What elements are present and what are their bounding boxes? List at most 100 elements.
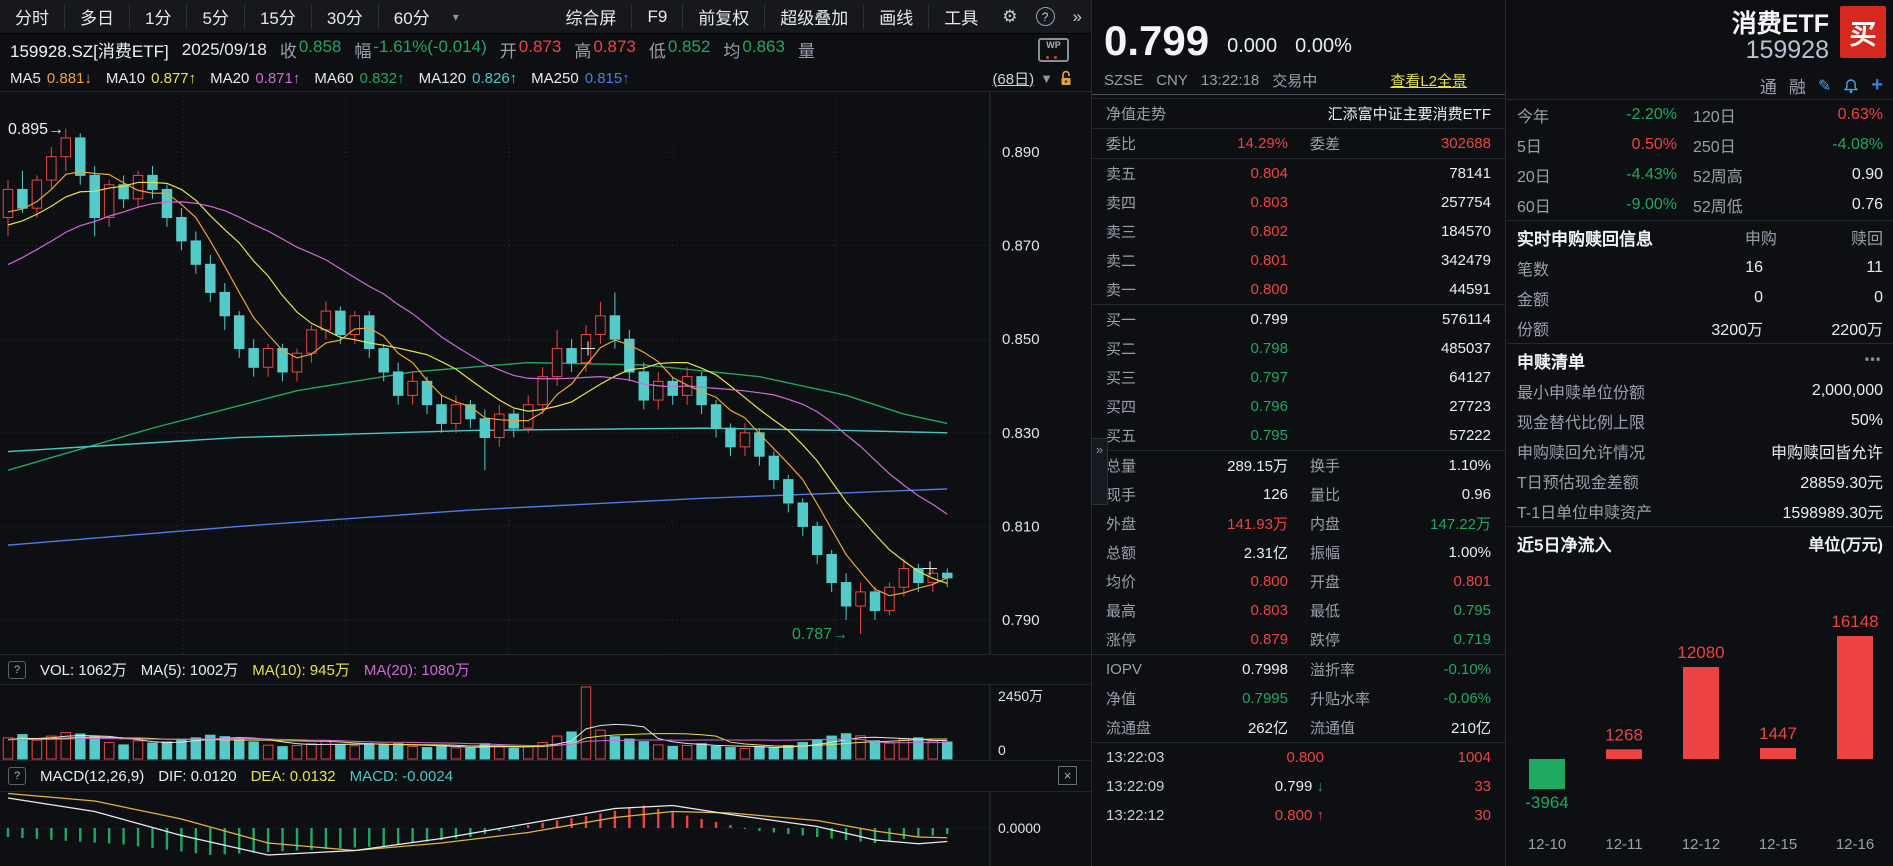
candle-body [609,315,621,340]
more-icon[interactable]: ⋯ [1864,350,1883,369]
more-menu-icon[interactable]: » [1072,6,1082,26]
wp-label: WP [1046,39,1061,50]
gear-icon[interactable]: ⚙ [1002,6,1018,26]
close-icon[interactable]: × [1058,766,1077,785]
stat-label: 外盘 [1106,516,1137,533]
unlock-icon[interactable] [1059,70,1073,86]
order-book-row[interactable]: 卖二 0.801 342479 [1092,246,1505,275]
order-book-row[interactable]: 买一 0.799 576114 [1092,305,1505,334]
wp-monitor-icon[interactable]: WP [1038,37,1069,62]
menu-item[interactable]: 综合屏 [565,9,617,28]
volume-bar [233,738,245,760]
period-tab[interactable]: 分时 [15,9,49,28]
candle-body [465,404,476,420]
l2-view-link[interactable]: 查看L2全景 [1390,72,1467,90]
volume-bar [349,745,361,760]
period-tab[interactable]: 多日 [80,9,114,28]
macd-hist-bar [917,828,920,837]
volume-bar [508,747,519,760]
period-tab[interactable]: 30分 [326,9,363,28]
volume-bar [696,743,707,760]
help-icon[interactable]: ? [1027,0,1064,33]
indicator-help-icon[interactable]: ? [8,660,26,679]
menu-item[interactable]: F9 [647,6,668,26]
macd-hist-bar [657,808,660,828]
exchange-label: SZSE [1104,71,1144,89]
macd-hist-bar [628,808,631,828]
order-book-row[interactable]: 卖四 0.803 257754 [1092,188,1505,217]
stat-value: 0.803 [1250,602,1288,619]
add-icon[interactable]: + [1871,74,1883,96]
valuation-row: 净值 0.7995 升贴水率 -0.06% [1092,684,1505,713]
period-tab[interactable]: 5分 [202,9,229,28]
ohlc-field: 开 0.873 [500,37,562,62]
order-book-row[interactable]: 卖三 0.802 184570 [1092,217,1505,246]
period-tab[interactable]: 1分 [145,9,172,28]
menu-item[interactable]: 画线 [879,9,914,28]
chevron-down-icon[interactable]: ▼ [1040,70,1053,86]
order-price: 0.802 [1250,223,1288,240]
ohlc-field: 幅 -1.61%(-0.014) [354,37,486,62]
more-periods-dropdown-icon[interactable]: ▾ [452,9,459,24]
ma-label: MA250 [531,69,579,87]
order-book-row[interactable]: 卖一 0.800 44591 [1092,275,1505,305]
visible-period-label[interactable]: (68日) [992,70,1035,88]
bell-icon[interactable] [1843,78,1859,94]
macd-hist-bar [50,828,53,840]
stat-row: 涨停 0.879 跌停 0.719 [1092,625,1505,655]
volume-bar [811,739,823,760]
field-label: 幅 [354,42,372,61]
vol-axis-max: 2450万 [998,688,1043,704]
volume-chart[interactable]: 2450万 0 [0,685,1092,760]
order-book-row[interactable]: 买三 0.797 64127 [1092,363,1505,392]
flow-section-header: 近5日净流入 单位(万元) [1507,526,1893,559]
stat-value: 141.93万 [1227,516,1288,533]
order-level-label: 卖五 [1106,166,1137,183]
menu-item[interactable]: 工具 [944,9,979,28]
period-tab[interactable]: 60分 [393,9,430,28]
volume-bar [667,745,678,760]
period-tab[interactable]: 15分 [259,9,296,28]
order-book-row[interactable]: 卖五 0.804 78141 [1092,159,1505,188]
perf-value: -9.00% [1626,196,1677,213]
candle-body [31,179,43,209]
macd-hist-bar [469,828,472,837]
volume-bar [60,732,72,760]
macd-hist-bar [729,825,732,828]
indicator-help-icon[interactable]: ? [8,767,26,785]
order-book-row[interactable]: 买二 0.798 485037 [1092,334,1505,363]
order-book-row[interactable]: 买四 0.796 27723 [1092,392,1505,421]
stat-row: 均价 0.800 开盘 0.801 [1092,567,1505,596]
order-book-row[interactable]: 买五 0.795 57222 [1092,421,1505,451]
volume-bar [522,746,534,760]
macd-hist-bar [136,828,140,847]
order-level-label: 卖二 [1106,253,1137,270]
volume-bar [725,747,736,760]
field-value: 0.873 [593,37,636,56]
volume-bar [681,744,693,760]
kline-chart[interactable]: 0.890 0.870 0.850 0.830 0.810 0.790 0.895→ 0.78… [0,92,1092,654]
kline-chart-area[interactable]: 0.890 0.870 0.850 0.830 0.810 0.790 0.895→ 0.78… [0,91,1091,654]
sub-value-redeem: 0 [1874,289,1883,306]
order-volume: 257754 [1440,194,1491,211]
flow-bar-value: 1447 [1759,724,1797,743]
candle-body [46,156,57,181]
menu-item[interactable]: 前复权 [698,9,750,28]
candle-body [783,479,794,504]
fund-name[interactable]: 汇添富中证主要消费ETF [1327,106,1491,123]
stat-row: 外盘 141.93万 内盘 147.22万 [1092,509,1505,538]
pencil-icon[interactable]: ✎ [1817,77,1832,95]
panel-expand-handle[interactable]: » [1091,438,1108,505]
macd-hist-bar [830,828,833,839]
order-volume: 78141 [1449,165,1491,182]
buy-button[interactable]: 买 [1840,6,1886,58]
perf-label: 60日 [1517,199,1551,216]
valuation-block: IOPV 0.7998 溢折率 -0.10% 净值 0.7995 升贴水率 -0.06% 流通盘… [1092,655,1505,743]
candle-body [349,315,361,336]
macd-hist-bar [382,828,385,846]
volume-bar [624,738,635,760]
order-level-label: 买二 [1106,341,1137,358]
menu-item[interactable]: 超级叠加 [780,9,849,28]
macd-chart[interactable]: 0.0000 [0,792,1092,866]
volume-legend-item: VOL: 1062万 [40,662,127,679]
